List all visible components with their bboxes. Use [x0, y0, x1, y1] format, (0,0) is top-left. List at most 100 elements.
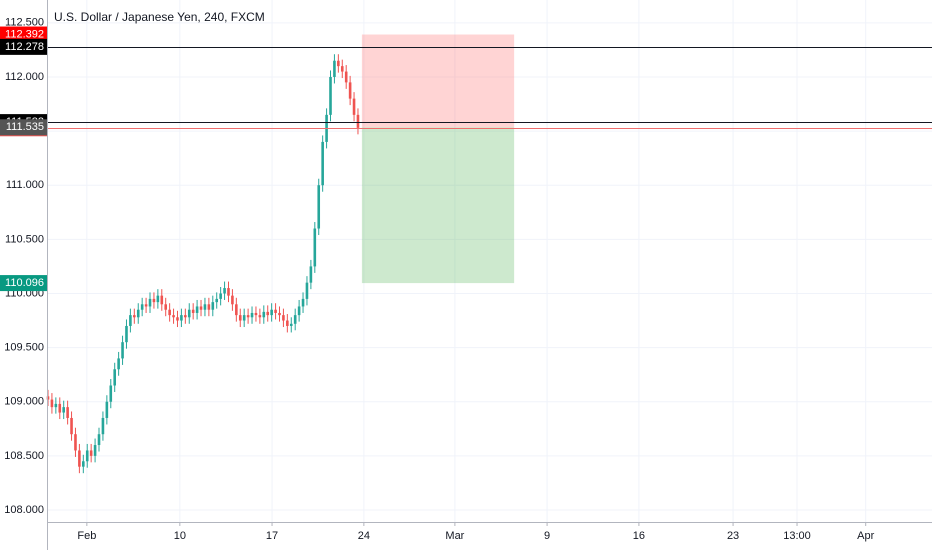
x-tick-label: Apr — [857, 530, 874, 542]
candle-body — [242, 315, 246, 321]
candle-body — [195, 306, 199, 313]
candle-body — [219, 293, 222, 299]
candle-body — [250, 312, 254, 318]
y-tick-label: 110.500 — [5, 233, 44, 245]
candle-body — [78, 450, 81, 467]
candle-body — [266, 311, 270, 316]
candle-body — [176, 317, 179, 321]
y-tick-label: 108.000 — [4, 504, 44, 516]
candle-body — [156, 295, 160, 303]
candle-body — [160, 295, 164, 305]
y-tick-label: 112.000 — [5, 71, 44, 83]
candle-body — [148, 298, 152, 307]
candle-body — [187, 309, 191, 318]
candle-body — [215, 298, 219, 303]
candle-body — [274, 309, 277, 313]
candle-body — [270, 309, 273, 316]
candle-body — [282, 315, 285, 321]
candle-body — [329, 76, 332, 115]
price-tag — [0, 119, 47, 136]
y-tick-label: 108.500 — [4, 450, 44, 462]
candle-body — [297, 306, 301, 316]
candle-body — [133, 315, 136, 318]
candle-body — [246, 315, 250, 318]
candle-body — [50, 399, 54, 408]
x-tick-label: 16 — [633, 530, 645, 542]
candle-body — [121, 342, 124, 359]
candle-body — [207, 304, 211, 310]
candle-body — [223, 288, 226, 294]
chart-title: U.S. Dollar / Japanese Yen, 240, FXCM — [54, 10, 265, 24]
candle-body — [309, 266, 313, 283]
candle-body — [66, 407, 69, 418]
x-tick-label: 17 — [266, 530, 278, 542]
candle-body — [129, 315, 132, 326]
candle-body — [152, 298, 156, 303]
candle-body — [262, 311, 266, 318]
candle-body — [238, 315, 242, 321]
x-tick-label: Mar — [445, 530, 464, 542]
candle-body — [199, 306, 203, 310]
candle-body — [203, 304, 207, 310]
price-tag — [0, 275, 47, 292]
candle-body — [293, 315, 297, 324]
candle-body — [136, 309, 140, 318]
candle-body — [352, 98, 356, 115]
candle-body — [144, 304, 148, 307]
candle-body — [85, 450, 89, 462]
price-tag — [0, 38, 47, 55]
candle-body — [62, 407, 65, 413]
price-tag-label: 111.535 — [6, 121, 44, 133]
candle-body — [180, 315, 183, 321]
candle-body — [125, 325, 128, 343]
candle-body — [109, 385, 113, 402]
candle-body — [105, 401, 109, 418]
candle-body — [313, 228, 317, 267]
candle-body — [317, 185, 321, 229]
candle-body — [231, 295, 234, 305]
candle-body — [117, 358, 120, 370]
candle-body — [89, 450, 93, 456]
x-tick-label: 9 — [544, 530, 550, 542]
candle-body — [184, 315, 187, 318]
candle-body — [333, 60, 336, 77]
candle-body — [82, 461, 85, 467]
candle-body — [254, 312, 258, 316]
candle-body — [289, 323, 293, 326]
candle-body — [321, 141, 324, 186]
candle-body — [286, 320, 289, 326]
candle-body — [305, 282, 309, 299]
stop-zone — [361, 34, 515, 128]
candle-body — [58, 403, 62, 413]
x-tick-label: 23 — [727, 530, 739, 542]
y-tick-label: 111.000 — [6, 179, 44, 191]
candle-body — [168, 309, 171, 316]
candle-body — [227, 288, 230, 296]
x-tick-label: 24 — [358, 530, 370, 542]
grid — [48, 0, 932, 522]
candle-body — [301, 298, 305, 307]
y-tick-label: 109.500 — [4, 342, 44, 354]
price-tag-label: 112.392 — [5, 28, 44, 40]
x-tick-label: 13:00 — [783, 530, 811, 542]
candle-body — [97, 434, 101, 446]
candle-body — [344, 71, 348, 83]
price-tag-label: 110.096 — [5, 277, 44, 289]
candle-body — [356, 114, 360, 128]
candle-body — [235, 304, 238, 316]
candle-body — [278, 312, 281, 316]
candle-body — [211, 302, 215, 310]
candle-body — [101, 417, 105, 435]
target-zone — [361, 127, 515, 284]
candle-body — [74, 434, 77, 451]
candle-body — [337, 60, 340, 67]
candle-body — [340, 66, 344, 72]
candle-body — [164, 304, 168, 310]
candle-body — [172, 315, 175, 318]
candle-body — [191, 309, 195, 313]
candle-body — [93, 445, 97, 456]
y-tick-label: 112.500 — [5, 17, 44, 29]
candle-body — [140, 304, 144, 310]
